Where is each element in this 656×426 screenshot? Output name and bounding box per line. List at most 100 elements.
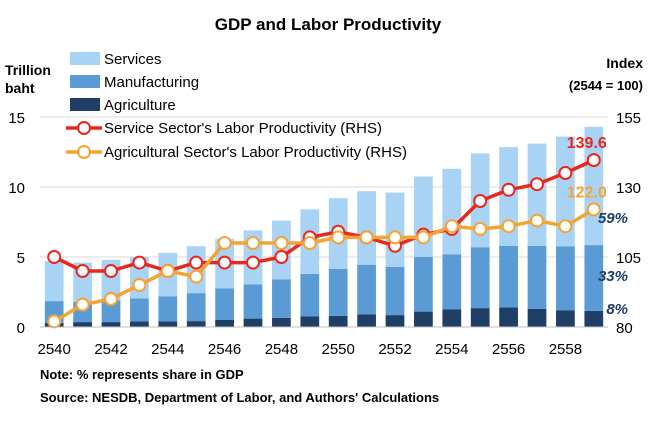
source-text: Source: NESDB, Department of Labor, and …: [40, 390, 439, 405]
y-tick-label: 15: [8, 110, 25, 127]
lines-group: [47, 153, 601, 329]
bar-manufacturing: [243, 284, 263, 319]
line-point-0: [104, 264, 118, 278]
y2-tick-label: 105: [616, 250, 641, 267]
y-tick-label: 0: [17, 320, 25, 337]
line-point-1: [416, 230, 431, 245]
line-point-1: [189, 269, 204, 284]
line-point-1: [246, 236, 260, 250]
bar-agriculture: [328, 315, 348, 327]
x-tick-label: 2542: [94, 341, 127, 358]
bar-agriculture: [243, 318, 263, 327]
y2-axis-label: (2544 = 100): [569, 78, 643, 93]
legend-swatch: [70, 52, 100, 65]
line-point-0: [530, 177, 544, 192]
bar-services: [385, 192, 405, 267]
bar-manufacturing: [272, 279, 291, 318]
line-point-0: [586, 153, 601, 168]
bar-manufacturing: [215, 288, 234, 320]
bar-agriculture: [414, 311, 433, 327]
bar-services: [556, 136, 575, 247]
line-point-1: [530, 213, 544, 228]
bar-agriculture: [272, 317, 291, 327]
bar-manufacturing: [328, 268, 348, 316]
x-tick-label: 2550: [322, 341, 355, 358]
notes: Note: % represents share in GDP Source: N…: [40, 367, 439, 405]
bar-services: [44, 261, 64, 302]
share-label: 8%: [606, 301, 628, 318]
line-point-1: [274, 236, 289, 250]
annotations: 139.6 122.0 59% 33% 8%: [567, 135, 628, 318]
bar-agriculture: [584, 310, 604, 327]
line-point-1: [473, 222, 488, 236]
line-point-1: [104, 292, 118, 306]
share-label: 33%: [598, 268, 628, 285]
line-point-0: [132, 255, 147, 270]
line-point-1: [75, 297, 90, 312]
legend-label: Agriculture: [104, 97, 176, 114]
line-point-0: [47, 250, 62, 264]
x-tick-label: 2544: [151, 341, 184, 358]
legend-label: Service Sector's Labor Productivity (RHS…: [104, 120, 382, 137]
x-tick-label: 2554: [435, 341, 468, 358]
line-point-0: [274, 250, 289, 264]
axes-group: 0 5 10 15 Trillion baht 80 105 130 155 Index (2544 …: [5, 55, 643, 358]
x-tick-label: 2556: [492, 341, 525, 358]
bar-manufacturing: [357, 264, 376, 315]
legend-label: Agricultural Sector's Labor Productivity…: [104, 144, 407, 161]
bar-manufacturing: [470, 247, 490, 309]
bar-services: [272, 220, 291, 280]
line-point-1: [160, 264, 175, 278]
line-point-0: [501, 182, 516, 197]
bar-manufacturing: [442, 254, 462, 310]
bar-agriculture: [101, 322, 121, 327]
line-point-0: [558, 166, 573, 180]
bar-agriculture: [158, 321, 178, 327]
share-label: 59%: [598, 210, 628, 227]
x-tick-label: 2558: [549, 341, 582, 358]
bar-services: [442, 168, 462, 255]
note-text: Note: % represents share in GDP: [40, 367, 244, 382]
bar-manufacturing: [130, 298, 149, 322]
line-point-1: [558, 219, 573, 234]
line-point-1: [47, 314, 62, 329]
bar-manufacturing: [158, 296, 178, 322]
line-point-1: [132, 278, 147, 292]
y-axis-label: baht: [5, 80, 35, 96]
bar-agriculture: [73, 322, 92, 327]
line-point-0: [189, 255, 204, 270]
end-value-label-1: 122.0: [567, 184, 607, 201]
bar-manufacturing: [499, 245, 518, 308]
y-tick-label: 10: [8, 180, 25, 197]
bar-agriculture: [215, 320, 234, 327]
bar-manufacturing: [414, 257, 433, 312]
line-point-0: [75, 264, 90, 278]
line-point-0: [473, 194, 488, 208]
line-point-1: [331, 230, 346, 245]
bar-manufacturing: [584, 245, 604, 311]
y-axis-label: Trillion: [5, 62, 51, 78]
legend-label: Services: [104, 51, 162, 68]
x-tick-label: 2548: [265, 341, 298, 358]
legend-swatch: [70, 98, 100, 111]
bar-manufacturing: [385, 266, 405, 316]
bar-manufacturing: [186, 293, 206, 322]
x-tick-label: 2546: [208, 341, 241, 358]
bar-manufacturing: [300, 273, 320, 317]
bar-agriculture: [556, 310, 575, 327]
y2-axis-label: Index: [606, 55, 643, 71]
legend-marker: [77, 121, 91, 135]
bar-services: [527, 143, 547, 246]
line-point-1: [444, 219, 459, 234]
bar-agriculture: [442, 309, 462, 327]
line-point-1: [586, 202, 601, 217]
x-tick-label: 2552: [378, 341, 411, 358]
bar-agriculture: [130, 321, 149, 327]
line-point-1: [388, 230, 402, 245]
legend-marker: [77, 145, 91, 159]
line-point-0: [217, 255, 232, 270]
legend: Services Manufacturing Agriculture Service …: [66, 51, 407, 161]
chart-title: GDP and Labor Productivity: [215, 15, 442, 34]
